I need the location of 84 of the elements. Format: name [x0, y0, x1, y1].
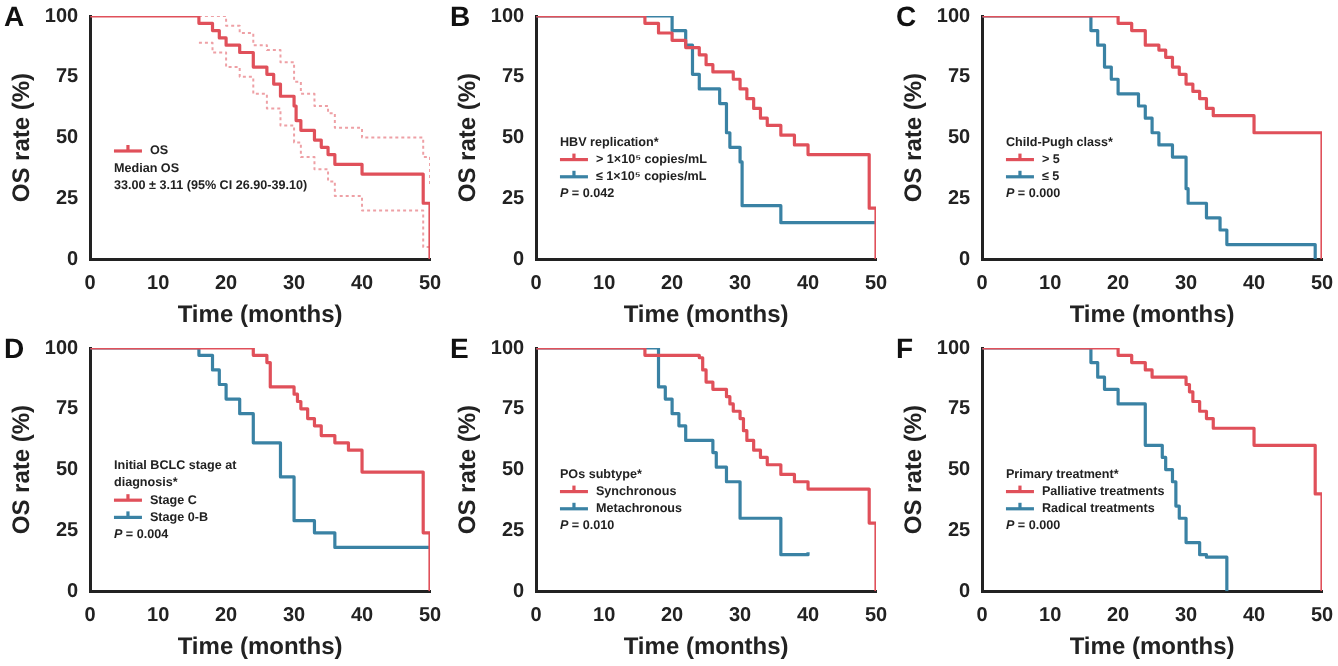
y-tick-label: 0	[513, 580, 526, 603]
x-tick-label: 30	[1174, 272, 1199, 295]
x-tick-label: 50	[418, 272, 442, 295]
x-tick-label: 0	[530, 272, 543, 295]
y-tick-label: 100	[936, 5, 972, 28]
x-tick-label: 10	[147, 272, 171, 295]
x-tick-label: 40	[796, 272, 821, 295]
x-tick-label: 30	[282, 604, 307, 627]
x-tick-label: 0	[84, 604, 97, 627]
x-tick-label: 40	[1242, 272, 1267, 295]
x-tick-label: 10	[147, 604, 171, 627]
y-tick-label: 75	[501, 398, 526, 421]
x-axis-title: Time (months)	[1069, 632, 1235, 661]
chart-title: D	[4, 331, 25, 364]
x-axis-title: Time (months)	[177, 632, 343, 661]
x-tick-label: 50	[1310, 272, 1334, 295]
y-tick-label: 25	[947, 519, 972, 542]
chart-title: A	[4, 0, 25, 32]
x-tick-label: 50	[418, 604, 442, 627]
y-tick-label: 0	[959, 248, 972, 271]
y-tick-label: 25	[55, 187, 80, 210]
y-tick-label: 75	[55, 398, 80, 421]
x-tick-label: 10	[1039, 272, 1063, 295]
y-axis-title: OS rate (%)	[899, 72, 928, 203]
x-axis-title: Time (months)	[177, 300, 343, 329]
x-tick-label: 30	[728, 272, 753, 295]
y-tick-label: 50	[55, 459, 80, 482]
y-tick-label: 75	[55, 66, 80, 89]
y-axis-title: OS rate (%)	[453, 72, 482, 203]
y-tick-label: 50	[55, 127, 80, 150]
x-axis-title: Time (months)	[623, 300, 789, 329]
y-tick-label: 25	[501, 187, 526, 210]
x-tick-label: 10	[593, 272, 617, 295]
y-tick-label: 50	[501, 459, 526, 482]
x-tick-label: 10	[593, 604, 617, 627]
chart-title: B	[450, 0, 471, 32]
y-tick-label: 0	[67, 580, 80, 603]
x-tick-label: 0	[976, 272, 989, 295]
y-axis-title: OS rate (%)	[7, 72, 36, 203]
x-tick-label: 40	[796, 604, 821, 627]
y-tick-label: 100	[490, 5, 526, 28]
x-tick-label: 50	[1310, 604, 1334, 627]
y-tick-label: 50	[947, 127, 972, 150]
x-tick-label: 20	[1106, 272, 1131, 295]
y-axis-title: OS rate (%)	[899, 404, 928, 535]
x-tick-label: 20	[1106, 604, 1131, 627]
x-tick-label: 50	[864, 272, 888, 295]
x-tick-label: 0	[976, 604, 989, 627]
y-tick-label: 100	[936, 337, 972, 360]
y-tick-label: 50	[501, 127, 526, 150]
x-tick-label: 10	[1039, 604, 1063, 627]
chart-title: E	[450, 331, 469, 364]
x-tick-label: 20	[214, 604, 239, 627]
y-tick-label: 25	[55, 519, 80, 542]
x-tick-label: 20	[660, 272, 685, 295]
y-axis-title: OS rate (%)	[453, 404, 482, 535]
x-tick-label: 30	[282, 272, 307, 295]
x-tick-label: 30	[1174, 604, 1199, 627]
y-tick-label: 0	[67, 248, 80, 271]
y-tick-label: 0	[959, 580, 972, 603]
y-tick-label: 0	[513, 248, 526, 271]
y-tick-label: 50	[947, 459, 972, 482]
x-axis-title: Time (months)	[1069, 300, 1235, 329]
chart-title: C	[896, 0, 917, 32]
y-tick-label: 25	[501, 519, 526, 542]
y-tick-label: 75	[501, 66, 526, 89]
x-tick-label: 0	[530, 604, 543, 627]
y-tick-label: 25	[947, 187, 972, 210]
y-axis-title: OS rate (%)	[7, 404, 36, 535]
x-tick-label: 30	[728, 604, 753, 627]
x-tick-label: 20	[660, 604, 685, 627]
x-axis-title: Time (months)	[623, 632, 789, 661]
chart-title: F	[896, 331, 914, 364]
x-tick-label: 40	[350, 272, 375, 295]
x-tick-label: 40	[350, 604, 375, 627]
x-tick-label: 50	[864, 604, 888, 627]
y-tick-label: 100	[490, 337, 526, 360]
x-tick-label: 40	[1242, 604, 1267, 627]
y-tick-label: 100	[44, 5, 80, 28]
y-tick-label: 100	[44, 337, 80, 360]
x-tick-label: 20	[214, 272, 239, 295]
y-tick-label: 75	[947, 66, 972, 89]
x-tick-label: 0	[84, 272, 97, 295]
y-tick-label: 75	[947, 398, 972, 421]
